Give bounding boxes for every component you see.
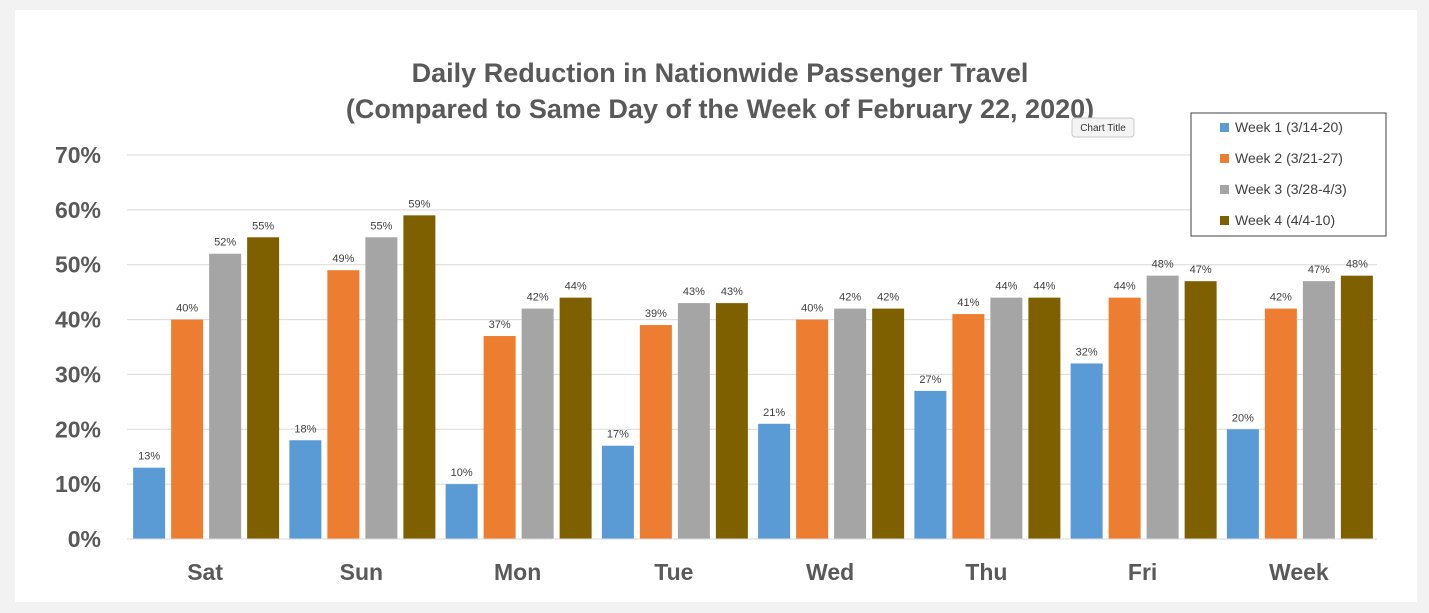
legend-label: Week 4 (4/4-10) — [1235, 212, 1335, 228]
bar-week-week4[interactable] — [1340, 275, 1373, 539]
y-tick-label: 40% — [55, 307, 101, 333]
bar-mon-week2[interactable] — [483, 336, 516, 539]
legend-label: Week 1 (3/14-20) — [1235, 119, 1343, 135]
data-label: 48% — [1346, 259, 1368, 271]
y-tick-label: 30% — [55, 361, 101, 387]
bar-mon-week4[interactable] — [559, 297, 592, 539]
bar-mon-week3[interactable] — [521, 308, 554, 539]
x-tick-label: Thu — [965, 559, 1007, 585]
data-label: 21% — [763, 407, 785, 419]
data-label: 13% — [138, 451, 160, 463]
data-label: 42% — [839, 292, 861, 304]
bar-wed-week4[interactable] — [872, 308, 905, 539]
data-label: 27% — [919, 374, 941, 386]
data-label: 44% — [995, 281, 1017, 293]
bar-sun-week3[interactable] — [365, 237, 398, 540]
bar-week-week2[interactable] — [1264, 308, 1297, 539]
bar-tue-week3[interactable] — [677, 303, 710, 539]
x-tick-label: Sun — [340, 559, 383, 585]
data-label: 41% — [957, 297, 979, 309]
bar-fri-week2[interactable] — [1108, 297, 1141, 539]
data-label: 40% — [176, 303, 198, 315]
bar-sat-week2[interactable] — [171, 319, 204, 539]
data-label: 20% — [1232, 412, 1254, 424]
bar-week-week3[interactable] — [1302, 281, 1335, 539]
bar-thu-week3[interactable] — [990, 297, 1023, 539]
x-tick-label: Tue — [654, 559, 693, 585]
axes: 0% 10% 20% 30% 40% 50% 60% 70% Sat Sun Mon Tue Wed Th… — [55, 142, 1377, 585]
y-tick-label: 10% — [55, 471, 101, 497]
data-label: 42% — [1270, 292, 1292, 304]
legend-box — [1190, 112, 1387, 237]
y-tick-label: 50% — [55, 252, 101, 278]
bar-tue-week2[interactable] — [639, 325, 672, 539]
data-label: 39% — [645, 308, 667, 320]
legend-label: Week 2 (3/21-27) — [1235, 150, 1343, 166]
data-label: 49% — [332, 253, 354, 265]
legend-swatch — [1220, 123, 1229, 132]
x-tick-label: Sat — [187, 559, 223, 585]
x-tick-label: Week — [1269, 559, 1329, 585]
data-label: 17% — [607, 429, 629, 441]
data-label: 55% — [252, 220, 274, 232]
data-label: 32% — [1076, 346, 1098, 358]
bar-fri-week3[interactable] — [1146, 275, 1179, 539]
bar-week-week1[interactable] — [1226, 429, 1259, 539]
data-label: 55% — [370, 220, 392, 232]
bar-fri-week1[interactable] — [1070, 363, 1103, 539]
data-label: 40% — [801, 303, 823, 315]
bar-wed-week3[interactable] — [834, 308, 867, 539]
legend-swatch — [1220, 216, 1229, 225]
data-label: 44% — [1114, 281, 1136, 293]
legend-swatch — [1220, 154, 1229, 163]
legend-swatch — [1220, 185, 1229, 194]
bar-sun-week4[interactable] — [403, 215, 436, 540]
data-label: 37% — [489, 319, 511, 331]
chart-subtitle: (Compared to Same Day of the Week of Feb… — [346, 94, 1094, 124]
data-label: 44% — [1033, 281, 1055, 293]
bar-tue-week4[interactable] — [715, 303, 748, 539]
bar-wed-week2[interactable] — [796, 319, 829, 539]
chart-title-tooltip: Chart Title — [1071, 117, 1135, 138]
data-label: 42% — [877, 292, 899, 304]
bar-thu-week4[interactable] — [1028, 297, 1061, 539]
bar-mon-week1[interactable] — [445, 484, 478, 539]
y-tick-label: 0% — [68, 526, 101, 552]
legend-label: Week 3 (3/28-4/3) — [1235, 181, 1347, 197]
x-tick-label: Fri — [1128, 559, 1157, 585]
data-label: 18% — [294, 423, 316, 435]
y-tick-label: 70% — [55, 142, 101, 168]
data-label: 59% — [408, 198, 430, 210]
y-tick-label: 20% — [55, 416, 101, 442]
data-label: 47% — [1190, 264, 1212, 276]
legend: Week 1 (3/14-20) Week 2 (3/21-27) Week 3 (… — [1190, 112, 1387, 237]
chart-title: Daily Reduction in Nationwide Passenger … — [412, 58, 1029, 88]
data-label: 10% — [451, 467, 473, 479]
data-label: 52% — [214, 237, 236, 249]
data-label: 43% — [683, 286, 705, 298]
bar-sat-week3[interactable] — [209, 253, 242, 539]
bar-sun-week1[interactable] — [289, 440, 322, 539]
bars[interactable] — [133, 215, 1373, 540]
data-label: 48% — [1152, 259, 1174, 271]
x-tick-label: Mon — [494, 559, 541, 585]
data-label: 47% — [1308, 264, 1330, 276]
x-tick-label: Wed — [806, 559, 854, 585]
tooltip-box — [1071, 117, 1135, 138]
bar-sun-week2[interactable] — [327, 270, 360, 539]
data-label: 43% — [721, 286, 743, 298]
data-labels: 13% 40% 52% 55% 18% 49% 55% 59% 10% 37% 42% 44% 17% 3… — [138, 198, 1368, 479]
bar-sat-week1[interactable] — [133, 467, 166, 539]
y-tick-label: 60% — [55, 197, 101, 223]
tooltip-text: Chart Title — [1080, 123, 1126, 134]
data-label: 42% — [527, 292, 549, 304]
bar-thu-week1[interactable] — [914, 390, 947, 539]
data-label: 44% — [565, 281, 587, 293]
bar-wed-week1[interactable] — [758, 423, 791, 539]
bar-tue-week1[interactable] — [601, 445, 634, 539]
bar-sat-week4[interactable] — [247, 237, 280, 540]
bar-fri-week4[interactable] — [1184, 281, 1217, 539]
bar-thu-week2[interactable] — [952, 314, 985, 539]
